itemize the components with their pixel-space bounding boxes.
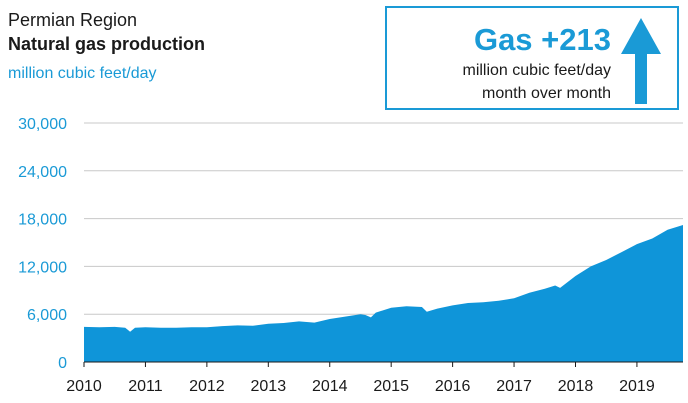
y-axis: 0 6,000 12,000 18,000 24,000 30,000 [18, 116, 67, 372]
x-tick-label: 2019 [619, 378, 655, 395]
x-tick-label: 2014 [312, 378, 348, 395]
x-tick-label: 2013 [251, 378, 287, 395]
units-label: million cubic feet/day [8, 65, 157, 82]
series-layer [84, 225, 683, 362]
x-tick-label: 2015 [373, 378, 409, 395]
chart-title: Natural gas production [8, 34, 206, 54]
y-tick-label: 0 [58, 355, 67, 372]
x-tick-label: 2018 [558, 378, 594, 395]
x-tick-label: 2012 [189, 378, 225, 395]
change-callout: Gas +213 million cubic feet/day month ov… [385, 6, 679, 110]
region-name: Permian Region [8, 10, 138, 30]
y-tick-label: 30,000 [18, 116, 67, 133]
x-tick-label: 2017 [496, 378, 532, 395]
up-arrow-icon [621, 18, 661, 104]
chart-header: Permian Region Natural gas production mi… [8, 8, 205, 84]
callout-period: month over month [482, 85, 611, 102]
y-tick-label: 24,000 [18, 164, 67, 181]
callout-value: Gas +213 [473, 22, 611, 57]
callout-units: million cubic feet/day [462, 62, 611, 79]
x-tick-label: 2011 [128, 378, 163, 395]
x-tick-label: 2010 [66, 378, 102, 395]
production-area [84, 225, 683, 362]
x-tick-label: 2016 [435, 378, 471, 395]
x-axis: 2010 2011 2012 2013 2014 2015 2016 2017 2018 2019 [66, 361, 683, 395]
y-tick-label: 6,000 [27, 307, 67, 324]
y-tick-label: 18,000 [18, 212, 67, 229]
y-tick-label: 12,000 [18, 259, 67, 276]
